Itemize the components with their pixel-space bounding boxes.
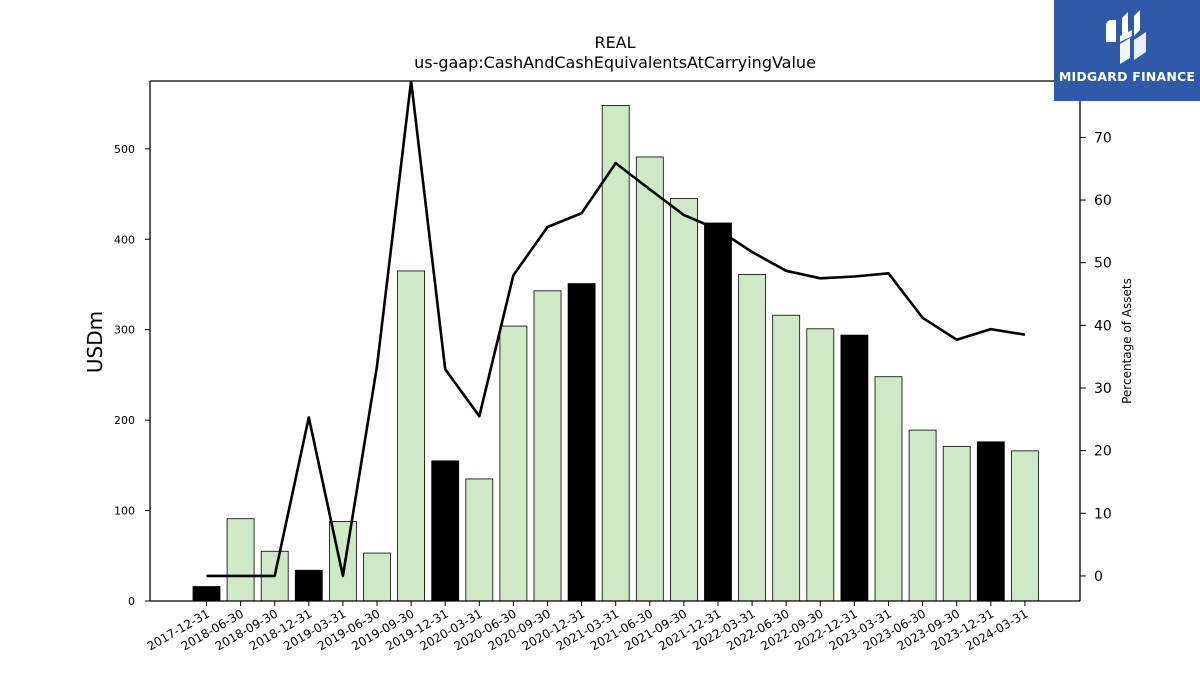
bar <box>363 552 391 602</box>
bar <box>397 270 426 602</box>
logo-mark-icon <box>1106 10 1146 64</box>
bar <box>567 283 596 602</box>
bar <box>1011 450 1039 602</box>
bar <box>976 441 1005 602</box>
y2-tick-label: 0 <box>1094 569 1103 585</box>
y-axis-label: USDm <box>83 311 107 373</box>
bar <box>874 376 903 602</box>
bar <box>294 569 323 602</box>
y-tick-label: 200 <box>114 414 135 427</box>
logo-text: MIDGARD FINANCE <box>1058 69 1196 84</box>
bar <box>635 156 664 602</box>
bar <box>942 445 971 602</box>
chart-title: REAL <box>594 33 635 52</box>
bar <box>704 222 732 602</box>
y2-axis-label: Percentage of Assets <box>1120 278 1134 404</box>
bar <box>772 314 801 602</box>
chart-subtitle: us-gaap:CashAndCashEquivalentsAtCarrying… <box>414 53 816 72</box>
y2-tick-label: 20 <box>1094 444 1112 460</box>
y2-tick-label: 40 <box>1094 318 1112 334</box>
y-tick-label: 300 <box>114 324 135 337</box>
bar <box>533 290 562 602</box>
bar <box>806 328 835 602</box>
bar <box>431 460 460 602</box>
y-tick-label: 0 <box>128 595 135 608</box>
y2-tick-label: 10 <box>1094 506 1112 522</box>
y2-tick-label: 50 <box>1094 256 1112 272</box>
bar <box>601 105 630 602</box>
bar <box>908 429 937 602</box>
y-tick-label: 500 <box>114 143 135 156</box>
bars-layer <box>192 105 1039 602</box>
midgard-finance-logo: MIDGARD FINANCE <box>1054 0 1200 101</box>
bar <box>670 198 698 602</box>
y2-tick-label: 30 <box>1094 381 1112 397</box>
bar <box>192 586 221 602</box>
line-layer <box>206 81 1026 578</box>
bar <box>226 518 255 602</box>
y-tick-label: 100 <box>114 505 135 518</box>
bar <box>465 478 494 602</box>
percentage-line <box>206 81 1026 578</box>
y2-tick-label: 70 <box>1094 130 1112 146</box>
y-tick-label: 400 <box>114 233 135 246</box>
bar <box>840 334 869 602</box>
bar <box>738 274 766 602</box>
y2-tick-label: 60 <box>1094 193 1112 209</box>
bar <box>499 325 528 602</box>
